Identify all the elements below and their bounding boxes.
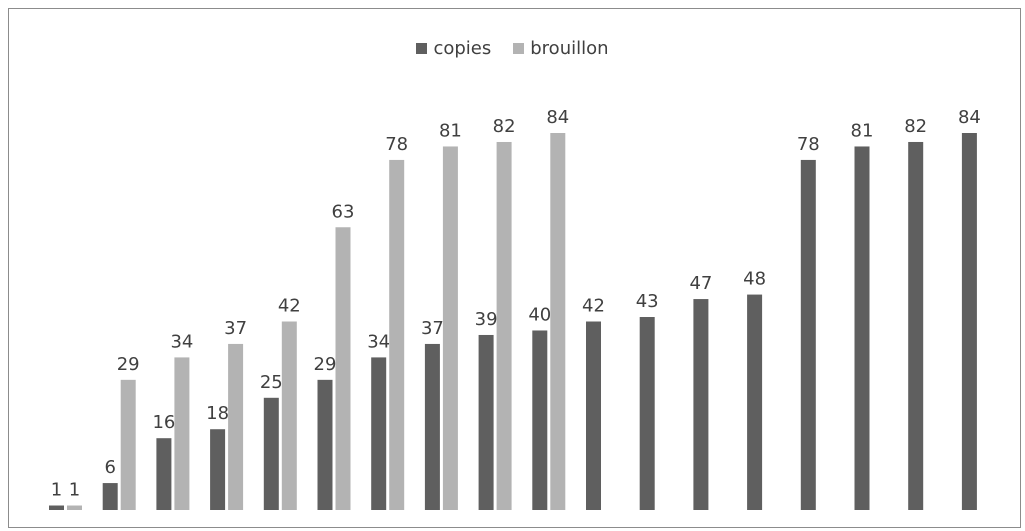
- data-label-brouillon-1: 1: [69, 480, 80, 501]
- data-label-brouillon-5: 42: [278, 296, 301, 317]
- bar-copies-12: [639, 317, 655, 510]
- bar-copies-11: [586, 321, 601, 510]
- bar-brouillon-2: [120, 379, 136, 510]
- data-label-brouillon-3: 34: [170, 331, 193, 352]
- data-label-brouillon-9: 82: [493, 116, 516, 137]
- bar-brouillon-3: [174, 357, 190, 510]
- data-label-copies-10: 40: [528, 304, 551, 325]
- data-label-brouillon-8: 81: [439, 120, 462, 141]
- bar-copies-9: [478, 334, 494, 510]
- data-label-brouillon-6: 63: [332, 201, 355, 222]
- legend-swatch-brouillon: [513, 43, 525, 54]
- legend-label-copies: copies: [433, 38, 492, 59]
- data-label-copies-1: 1: [51, 480, 62, 501]
- data-label-copies-12: 43: [636, 291, 659, 312]
- bar-brouillon-10: [550, 133, 566, 510]
- data-label-copies-2: 6: [104, 457, 115, 478]
- data-label-copies-4: 18: [206, 403, 229, 424]
- bar-brouillon-7: [389, 159, 405, 510]
- data-label-brouillon-10: 84: [546, 107, 569, 128]
- data-label-copies-6: 29: [314, 354, 337, 375]
- bar-copies-17: [908, 141, 924, 510]
- data-label-copies-5: 25: [260, 372, 283, 393]
- bar-copies-13: [693, 299, 709, 510]
- data-label-copies-3: 16: [152, 412, 175, 433]
- legend-item-copies: copies: [416, 38, 491, 59]
- legend-label-brouillon: brouillon: [530, 38, 609, 59]
- bar-copies-15: [800, 159, 816, 510]
- bar-copies-8: [424, 343, 440, 510]
- data-label-brouillon-4: 37: [224, 318, 247, 339]
- data-label-copies-9: 39: [475, 309, 498, 330]
- data-label-copies-16: 81: [851, 120, 874, 141]
- bar-copies-1: [49, 505, 64, 510]
- bar-copies-7: [371, 357, 387, 510]
- data-label-copies-15: 78: [797, 134, 820, 155]
- bar-brouillon-6: [335, 227, 351, 510]
- legend-swatch-copies: [416, 43, 428, 54]
- legend-item-brouillon: brouillon: [513, 38, 609, 59]
- bar-copies-18: [961, 133, 977, 510]
- bar-brouillon-8: [442, 146, 458, 510]
- bar-brouillon-4: [228, 343, 244, 510]
- data-label-copies-17: 82: [904, 116, 927, 137]
- data-label-brouillon-2: 29: [117, 354, 140, 375]
- bar-copies-10: [532, 330, 548, 510]
- bar-copies-5: [263, 397, 279, 510]
- bar-brouillon-9: [496, 141, 512, 510]
- data-label-copies-11: 42: [582, 296, 605, 317]
- data-label-brouillon-7: 78: [385, 134, 408, 155]
- data-label-copies-14: 48: [743, 269, 766, 290]
- data-label-copies-18: 84: [958, 107, 981, 128]
- bar-copies-3: [156, 438, 172, 510]
- data-label-copies-7: 34: [367, 331, 390, 352]
- bar-copies-6: [317, 379, 333, 510]
- bar-brouillon-1: [67, 505, 82, 510]
- data-label-copies-8: 37: [421, 318, 444, 339]
- data-label-copies-13: 47: [689, 273, 712, 294]
- legend: copies brouillon: [0, 38, 1025, 59]
- bar-copies-4: [210, 429, 226, 510]
- bar-copies-2: [102, 483, 118, 510]
- bar-copies-16: [854, 146, 870, 510]
- bar-brouillon-5: [281, 321, 297, 510]
- bar-copies-14: [747, 294, 763, 510]
